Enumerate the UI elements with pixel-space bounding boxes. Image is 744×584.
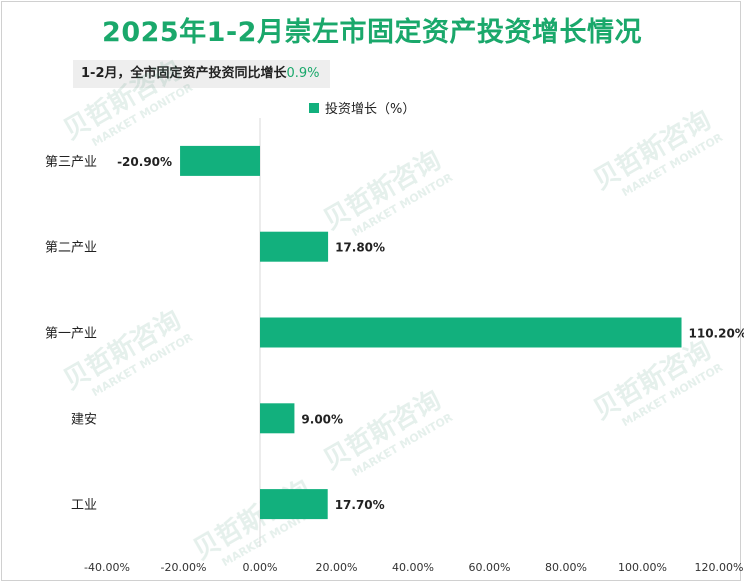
data-label: 9.00% (301, 412, 343, 426)
x-tick-label: 40.00% (392, 561, 434, 574)
x-tick-labels: -40.00% -20.00% 0.00% 20.00% 40.00% 60.00% 80.… (84, 561, 743, 574)
data-label: 17.80% (335, 241, 385, 255)
x-tick-label: -20.00% (161, 561, 207, 574)
x-tick-label: 100.00% (618, 561, 667, 574)
data-label: 110.20% (689, 327, 744, 341)
legend-swatch (309, 103, 319, 113)
category-label: 第二产业 (45, 241, 97, 256)
category-label: 建安 (71, 412, 97, 427)
bar (260, 231, 329, 262)
x-tick-label: 0.00% (243, 561, 278, 574)
bar (260, 489, 328, 520)
category-label: 第一产业 (45, 327, 97, 342)
bars (180, 145, 682, 520)
data-labels: -20.90% 17.80% 110.20% 9.00% 17.70% (117, 155, 744, 512)
summary-value: 0.9% (286, 66, 320, 81)
bar (260, 403, 295, 434)
category-label: 工业 (71, 498, 97, 513)
category-label: 第三产业 (45, 155, 97, 170)
chart-title: 2025年1-2月崇左市固定资产投资增长情况 (102, 17, 642, 48)
x-tick-label: 20.00% (316, 561, 358, 574)
summary-banner: 1-2月，全市固定资产投资同比增长0.9% (73, 60, 330, 88)
chart-legend: 投资增长（%） (309, 100, 415, 120)
x-tick-label: 60.00% (469, 561, 511, 574)
x-tick-label: 80.00% (545, 561, 587, 574)
data-label: -20.90% (117, 155, 172, 169)
legend-label: 投资增长（%） (325, 102, 416, 117)
summary-text: 1-2月，全市固定资产投资同比增长 (81, 66, 287, 81)
x-tick-label: -40.00% (84, 561, 130, 574)
bar (260, 317, 682, 348)
data-label: 17.70% (335, 498, 385, 512)
bar (180, 145, 260, 176)
x-tick-label: 120.00% (695, 561, 744, 574)
